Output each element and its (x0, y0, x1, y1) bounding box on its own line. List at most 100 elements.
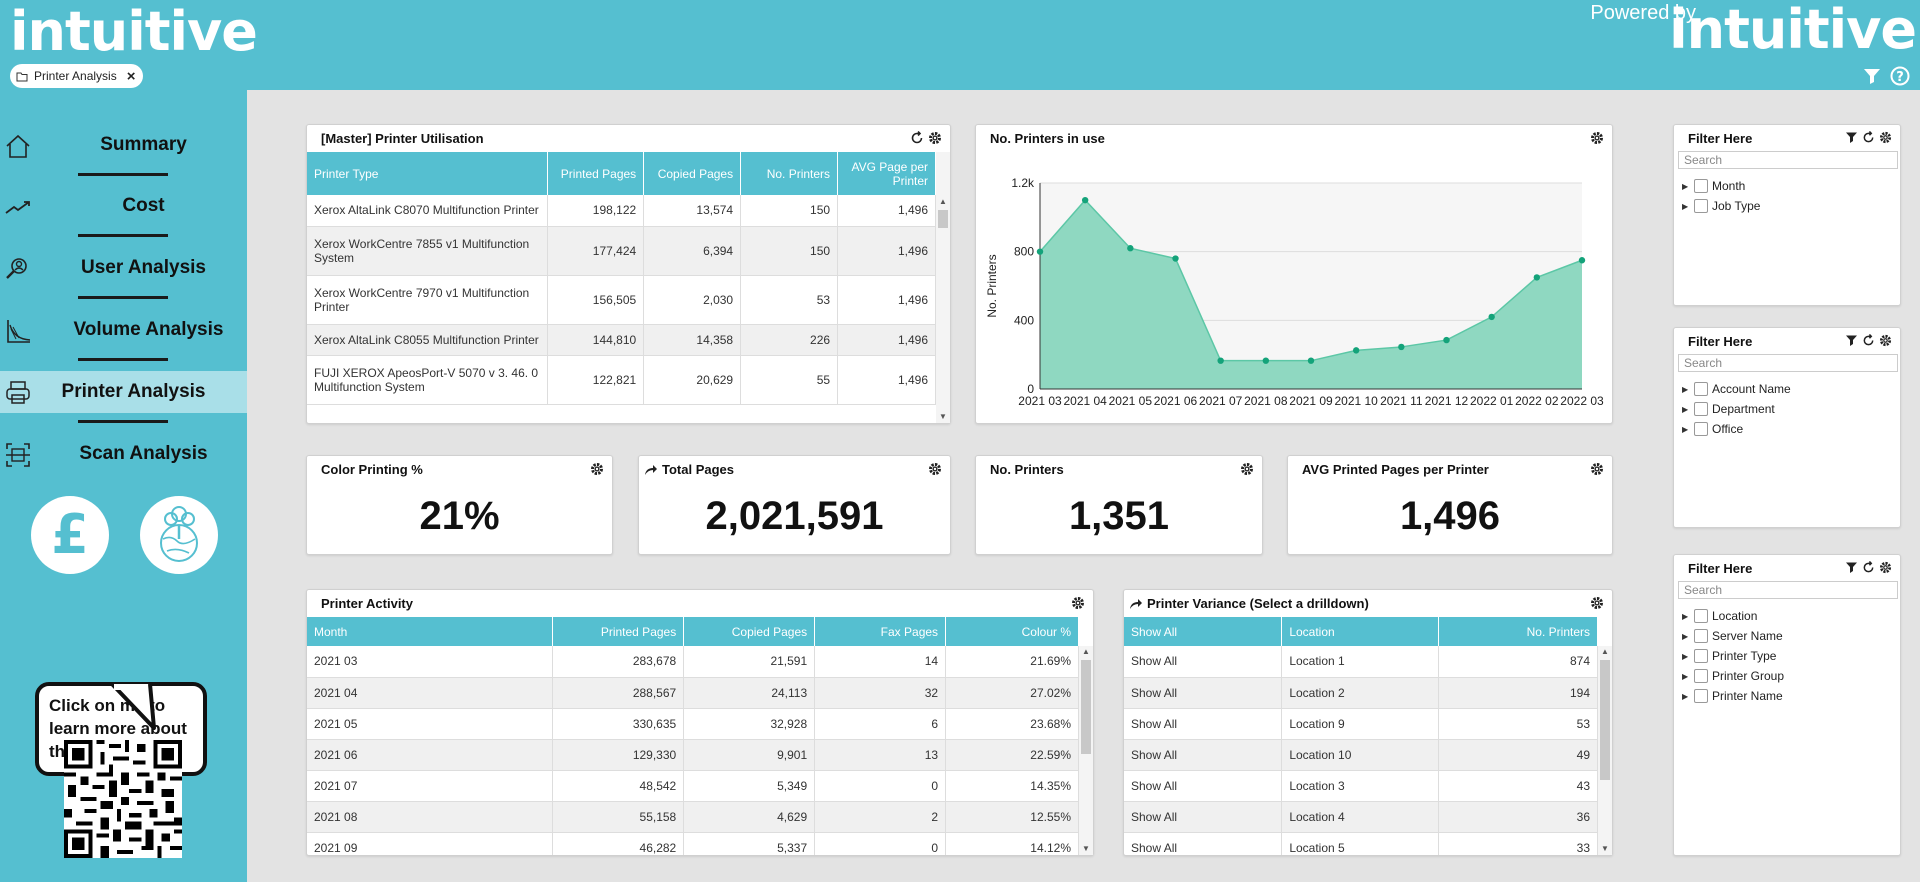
checkbox[interactable] (1694, 629, 1708, 643)
table-row[interactable]: Show All Location 1 874 (1124, 646, 1598, 678)
gear-icon[interactable] (1879, 561, 1892, 574)
filter-search-input[interactable]: Search (1678, 581, 1898, 599)
table-row[interactable]: Show All Location 10 49 (1124, 739, 1598, 771)
filter-icon[interactable] (1845, 334, 1858, 347)
column-header[interactable]: AVG Page per Printer (837, 152, 936, 195)
sidebar-item-summary[interactable]: Summary (0, 124, 247, 166)
filter-icon[interactable] (1845, 131, 1858, 144)
gear-icon[interactable] (1590, 462, 1604, 476)
scrollbar-thumb[interactable] (1081, 660, 1091, 754)
expand-icon[interactable]: ▶ (1682, 631, 1689, 641)
scroll-down-icon[interactable]: ▼ (1082, 844, 1090, 853)
table-row[interactable]: 2021 09 46,282 5,337 0 14.12% (307, 832, 1079, 855)
table-row[interactable]: Show All Location 4 36 (1124, 801, 1598, 833)
table-row[interactable]: 2021 07 48,542 5,349 0 14.35% (307, 770, 1079, 802)
gear-icon[interactable] (590, 462, 604, 476)
column-header[interactable]: Colour % (945, 617, 1079, 646)
filter-tree-item[interactable]: ▶ Month (1682, 179, 1745, 193)
scroll-up-icon[interactable]: ▲ (939, 197, 947, 206)
expand-icon[interactable]: ▶ (1682, 691, 1689, 701)
scroll-up-icon[interactable]: ▲ (1601, 647, 1609, 656)
gear-icon[interactable] (928, 131, 942, 145)
filter-tree-item[interactable]: ▶ Server Name (1682, 629, 1783, 643)
table-row[interactable]: 2021 06 129,330 9,901 13 22.59% (307, 739, 1079, 771)
checkbox[interactable] (1694, 179, 1708, 193)
table-row[interactable]: Show All Location 5 33 (1124, 832, 1598, 855)
column-header[interactable]: Printed Pages (552, 617, 685, 646)
cost-info-button[interactable]: £ (31, 496, 109, 574)
table-row[interactable]: Xerox AltaLink C8055 Multifunction Print… (307, 324, 936, 356)
checkbox[interactable] (1694, 422, 1708, 436)
column-header[interactable]: Fax Pages (814, 617, 947, 646)
checkbox[interactable] (1694, 199, 1708, 213)
drill-arrow-icon[interactable] (1129, 598, 1143, 610)
expand-icon[interactable]: ▶ (1682, 611, 1689, 621)
checkbox[interactable] (1694, 669, 1708, 683)
filter-search-input[interactable]: Search (1678, 151, 1898, 169)
gear-icon[interactable] (928, 462, 942, 476)
gear-icon[interactable] (1590, 131, 1604, 145)
scroll-up-icon[interactable]: ▲ (1082, 647, 1090, 656)
column-header[interactable]: Location (1281, 617, 1440, 646)
gear-icon[interactable] (1590, 596, 1604, 610)
expand-icon[interactable]: ▶ (1682, 424, 1689, 434)
expand-icon[interactable]: ▶ (1682, 181, 1689, 191)
table-row[interactable]: 2021 05 330,635 32,928 6 23.68% (307, 708, 1079, 740)
sidebar-item-volume-analysis[interactable]: Volume Analysis (0, 309, 247, 351)
gear-icon[interactable] (1071, 596, 1085, 610)
gear-icon[interactable] (1240, 462, 1254, 476)
checkbox[interactable] (1694, 649, 1708, 663)
table-row[interactable]: 2021 08 55,158 4,629 2 12.55% (307, 801, 1079, 833)
table-row[interactable]: 2021 04 288,567 24,113 32 27.02% (307, 677, 1079, 709)
drill-arrow-icon[interactable] (644, 464, 658, 476)
table-scrollbar[interactable]: ▲ ▼ (1079, 646, 1093, 855)
filter-tree-item[interactable]: ▶ Account Name (1682, 382, 1791, 396)
filter-tree-item[interactable]: ▶ Department (1682, 402, 1775, 416)
scroll-down-icon[interactable]: ▼ (939, 412, 947, 421)
column-header[interactable]: Copied Pages (643, 152, 742, 195)
table-scrollbar[interactable]: ▲ ▼ (936, 152, 950, 423)
filter-tree-item[interactable]: ▶ Location (1682, 609, 1757, 623)
table-row[interactable]: 2021 03 283,678 21,591 14 21.69% (307, 646, 1079, 678)
refresh-icon[interactable] (1862, 131, 1875, 144)
column-header[interactable]: No. Printers (1438, 617, 1598, 646)
gear-icon[interactable] (1879, 334, 1892, 347)
expand-icon[interactable]: ▶ (1682, 671, 1689, 681)
table-row[interactable]: Show All Location 9 53 (1124, 708, 1598, 740)
sidebar-item-scan-analysis[interactable]: Scan Analysis (0, 433, 247, 475)
table-row[interactable]: Xerox WorkCentre 7970 v1 Multifunction P… (307, 275, 936, 325)
table-row[interactable]: FUJI XEROX ApeosPort-V 5070 v 3. 46. 0 M… (307, 355, 936, 405)
filter-search-input[interactable]: Search (1678, 354, 1898, 372)
table-scrollbar[interactable]: ▲ ▼ (1598, 646, 1612, 855)
filter-icon[interactable] (1862, 66, 1882, 86)
expand-icon[interactable]: ▶ (1682, 201, 1689, 211)
expand-icon[interactable]: ▶ (1682, 651, 1689, 661)
filter-tree-item[interactable]: ▶ Job Type (1682, 199, 1760, 213)
close-icon[interactable]: × (126, 67, 136, 85)
table-row[interactable]: Show All Location 3 43 (1124, 770, 1598, 802)
sidebar-item-cost[interactable]: Cost (0, 185, 247, 227)
column-header[interactable]: Copied Pages (683, 617, 816, 646)
refresh-icon[interactable] (1862, 334, 1875, 347)
filter-icon[interactable] (1845, 561, 1858, 574)
environment-info-button[interactable] (140, 496, 218, 574)
refresh-icon[interactable] (1862, 561, 1875, 574)
scrollbar-thumb[interactable] (938, 210, 948, 228)
tab-printer-analysis[interactable]: Printer Analysis × (10, 64, 144, 88)
column-header[interactable]: Show All (1124, 617, 1283, 646)
checkbox[interactable] (1694, 382, 1708, 396)
filter-tree-item[interactable]: ▶ Printer Type (1682, 649, 1776, 663)
scrollbar-thumb[interactable] (1600, 660, 1610, 780)
gear-icon[interactable] (1879, 131, 1892, 144)
table-row[interactable]: Xerox AltaLink C8070 Multifunction Print… (307, 195, 936, 227)
checkbox[interactable] (1694, 689, 1708, 703)
table-row[interactable]: Show All Location 2 194 (1124, 677, 1598, 709)
checkbox[interactable] (1694, 609, 1708, 623)
expand-icon[interactable]: ▶ (1682, 404, 1689, 414)
filter-tree-item[interactable]: ▶ Office (1682, 422, 1743, 436)
sidebar-item-user-analysis[interactable]: User Analysis (0, 247, 247, 289)
column-header[interactable]: Month (307, 617, 554, 646)
sidebar-item-printer-analysis[interactable]: Printer Analysis (0, 371, 247, 413)
help-icon[interactable]: ? (1890, 66, 1910, 86)
refresh-icon[interactable] (910, 131, 924, 145)
